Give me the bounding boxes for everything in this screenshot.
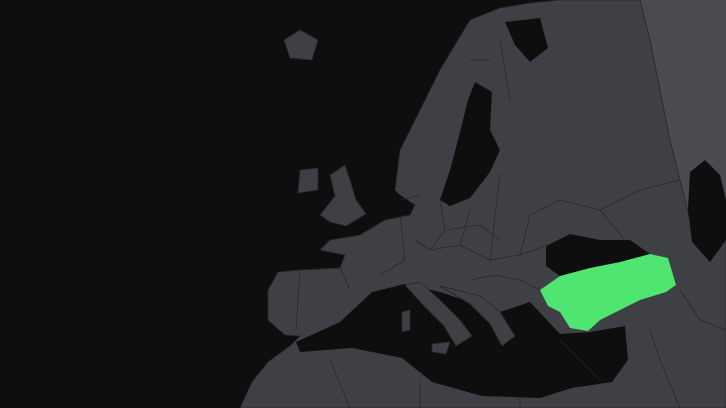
country-borders bbox=[295, 39, 726, 408]
balkans-greece[interactable] bbox=[439, 285, 516, 347]
sicily[interactable] bbox=[431, 341, 451, 355]
white-sea bbox=[505, 18, 548, 62]
sardinia[interactable] bbox=[401, 309, 411, 333]
highlighted-country-turkey[interactable] bbox=[540, 254, 676, 331]
great-britain[interactable] bbox=[319, 164, 367, 227]
iceland[interactable] bbox=[283, 29, 319, 61]
ireland[interactable] bbox=[297, 167, 319, 194]
black-sea bbox=[546, 234, 650, 276]
caspian-sea bbox=[688, 160, 726, 262]
italy[interactable] bbox=[404, 281, 473, 347]
baltic-sea bbox=[440, 82, 500, 206]
